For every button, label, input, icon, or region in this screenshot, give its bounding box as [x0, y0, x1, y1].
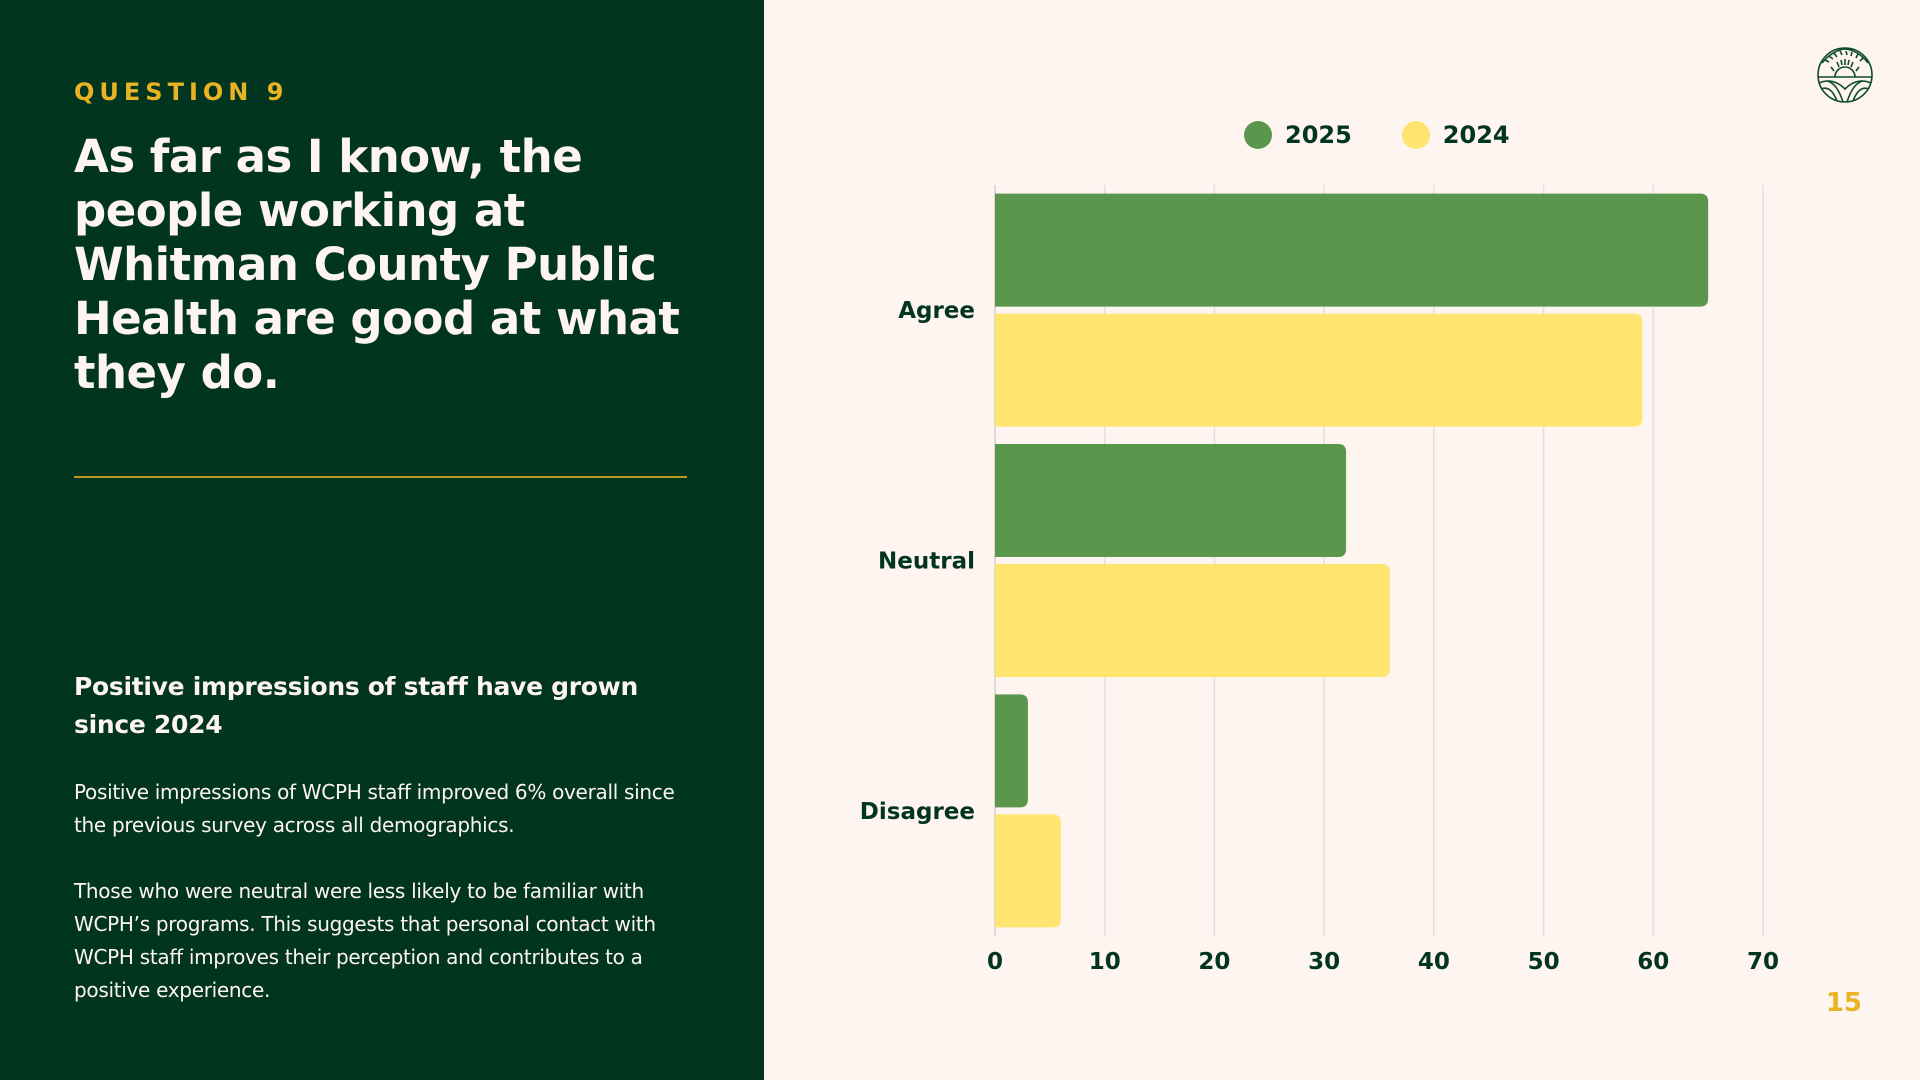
divider [74, 476, 687, 478]
legend-swatch-2025 [1244, 121, 1272, 149]
x-tick-label: 50 [1528, 949, 1560, 975]
x-tick-label: 40 [1418, 949, 1450, 975]
x-tick-label: 70 [1747, 949, 1779, 975]
bars [995, 193, 1709, 928]
insight-heading: Positive impressions of staff have grown… [74, 672, 638, 739]
bar-disagree-2024 [995, 814, 1061, 928]
bar-agree-2025 [995, 193, 1709, 307]
x-axis-ticks: 0 10 20 30 40 50 60 70 [987, 949, 1779, 975]
x-tick-label: 10 [1089, 949, 1121, 975]
bar-neutral-2024 [995, 564, 1390, 677]
question-title: As far as I know, the people working at … [74, 130, 680, 399]
category-label-neutral: Neutral [878, 549, 975, 575]
gridlines [994, 185, 1764, 936]
legend-item-2024: 2024 [1401, 121, 1510, 149]
insight-paragraph-2: Those who were neutral were less likely … [74, 879, 656, 1002]
left-panel: QUESTION 9 As far as I know, the people … [0, 0, 764, 1080]
category-label-disagree: Disagree [860, 799, 975, 825]
x-tick-label: 60 [1637, 949, 1669, 975]
bar-neutral-2025 [995, 444, 1347, 557]
chart-legend: 2025 2024 [1244, 121, 1560, 149]
category-label-agree: Agree [898, 298, 975, 324]
legend-label-2025: 2025 [1285, 121, 1352, 149]
x-tick-label: 0 [987, 949, 1003, 975]
legend-item-2025: 2025 [1244, 121, 1352, 149]
legend-swatch-2024 [1401, 121, 1430, 149]
bar-disagree-2025 [995, 694, 1028, 808]
category-labels: Agree Neutral Disagree [860, 298, 975, 825]
bar-agree-2024 [995, 313, 1643, 427]
sunrise-hills-emblem-icon [1815, 45, 1875, 105]
page-number: 15 [1825, 988, 1862, 1018]
question-number: QUESTION 9 [74, 78, 289, 106]
legend-label-2024: 2024 [1442, 121, 1510, 149]
x-tick-label: 30 [1308, 949, 1340, 975]
insight-paragraph-1: Positive impressions of WCPH staff impro… [74, 780, 675, 837]
x-tick-label: 20 [1198, 949, 1230, 975]
